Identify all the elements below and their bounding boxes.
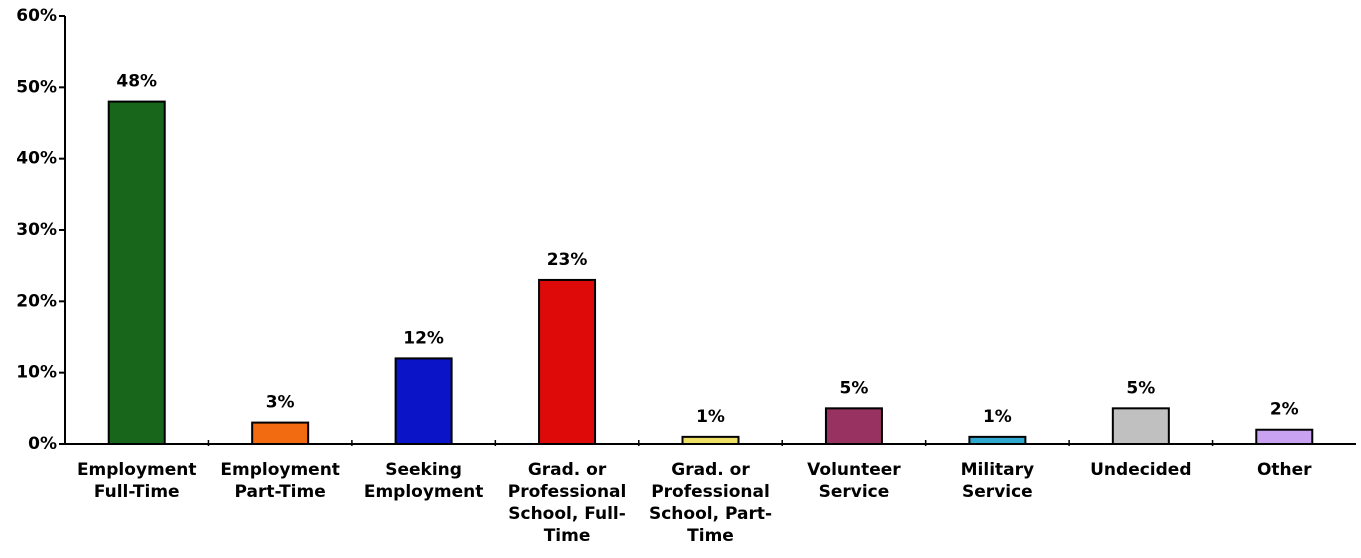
bar [1255, 428, 1314, 446]
y-tick-label: 0% [28, 434, 57, 454]
value-label: 1% [983, 407, 1012, 427]
bar [394, 357, 453, 445]
x-tick-label: Other [1256, 460, 1312, 480]
y-tick-label: 20% [16, 291, 57, 311]
bar [538, 278, 597, 445]
value-label: 23% [547, 250, 588, 270]
x-tick-label: Seeking Employment [363, 460, 484, 502]
value-label: 3% [266, 393, 295, 413]
x-tick-label: Grad. or Professional School, Full-Time [507, 460, 627, 546]
x-tick-label: Employment Full-Time [76, 460, 197, 502]
value-label: 2% [1270, 400, 1299, 420]
y-tick-label: 50% [16, 77, 57, 97]
value-label: 5% [840, 378, 869, 398]
value-label: 1% [696, 407, 725, 427]
bar [251, 421, 310, 446]
bar [107, 100, 166, 445]
bar [968, 435, 1027, 446]
x-tick-label: Employment Part-Time [220, 460, 340, 502]
y-tick-label: 40% [16, 149, 57, 169]
value-label: 12% [403, 328, 444, 348]
value-label: 5% [1126, 378, 1155, 398]
y-tick-label: 30% [16, 220, 57, 240]
x-tick-label: Undecided [1090, 460, 1192, 480]
bar [824, 407, 883, 446]
x-tick-label: Military Service [960, 460, 1035, 502]
bar [1111, 407, 1170, 446]
value-label: 48% [116, 72, 157, 92]
bar [681, 435, 740, 446]
x-tick-label: Grad. or Professional School, Part-Time [648, 460, 773, 546]
y-tick-label: 10% [16, 363, 57, 383]
y-tick-label: 60% [16, 6, 57, 26]
x-tick-label: Volunteer Service [807, 460, 901, 502]
